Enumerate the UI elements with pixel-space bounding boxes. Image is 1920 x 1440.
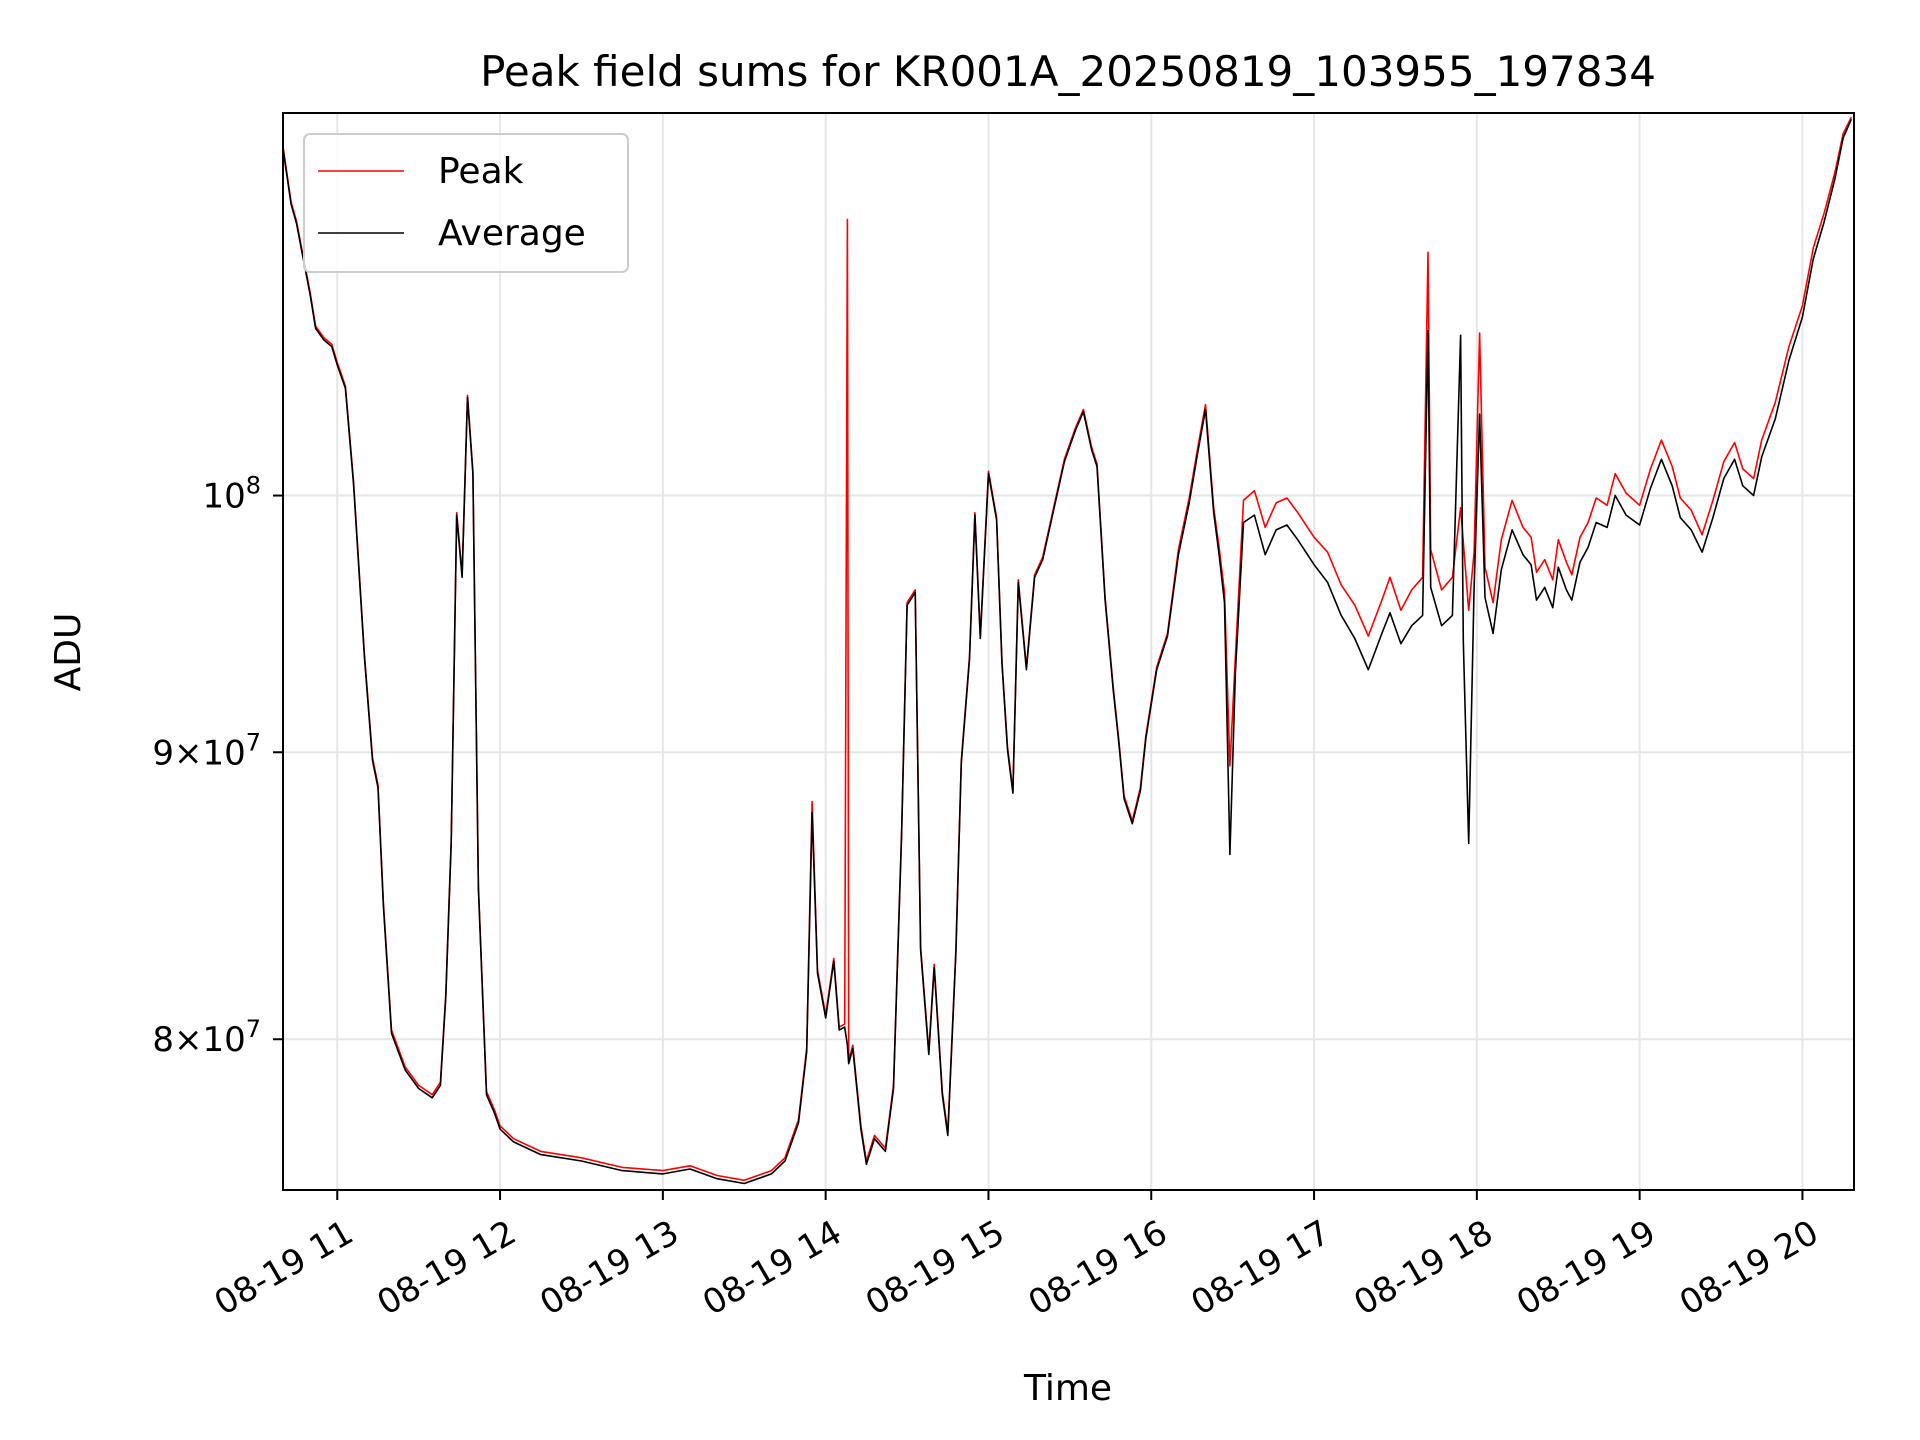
y-tick-base: 10: [202, 477, 245, 517]
y-tick-base: 10: [202, 733, 245, 773]
chart-title: Peak field sums for KR001A_20250819_1039…: [480, 47, 1656, 96]
y-tick-exponent: 7: [246, 1015, 261, 1043]
legend: Peak Average: [303, 133, 629, 273]
y-tick-label: 9×107: [152, 728, 261, 773]
legend-label-peak: Peak: [438, 151, 524, 192]
y-tick-exponent: 8: [246, 472, 261, 500]
y-tick-label: 8×107: [152, 1015, 261, 1060]
x-axis-label: Time: [1023, 1368, 1112, 1409]
y-tick-multiplier: ×: [174, 1020, 203, 1060]
y-axis-label: ADU: [48, 613, 89, 692]
plot-frame: [282, 112, 1855, 1191]
legend-box: [303, 133, 629, 273]
y-tick-base: 10: [202, 1020, 245, 1060]
y-tick-mantissa: 9: [152, 733, 174, 773]
grid: [283, 113, 1854, 1190]
y-tick-exponent: 7: [246, 728, 261, 756]
plot-series: [282, 116, 1853, 1185]
y-tick-mantissa: 8: [152, 1020, 174, 1060]
legend-label-average: Average: [438, 213, 586, 254]
series-line-average: [282, 118, 1853, 1185]
y-tick-multiplier: ×: [174, 733, 203, 773]
y-tick-label: 108: [202, 472, 261, 517]
